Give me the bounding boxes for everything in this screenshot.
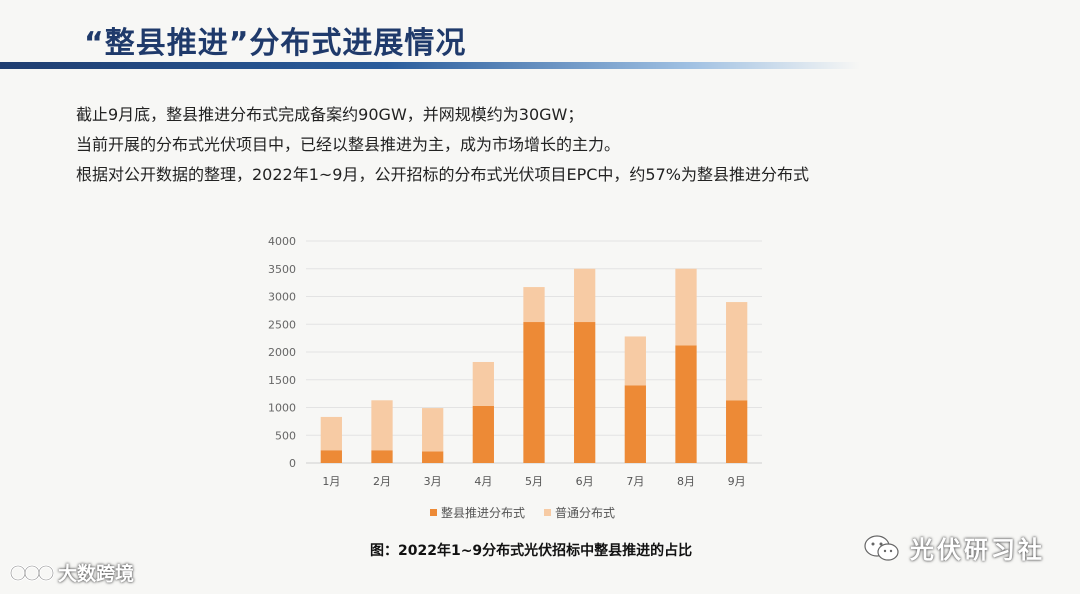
bar-general-segment [422,408,444,452]
x-tick-label: 6月 [576,475,594,488]
bullet-line: 根据对公开数据的整理，2022年1~9月，公开招标的分布式光伏项目EPC中，约5… [76,165,809,184]
y-tick-label: 2000 [268,346,296,359]
x-tick-label: 5月 [525,475,543,488]
chart-caption: 图：2022年1~9分布式光伏招标中整县推进的占比 [370,543,693,559]
watermark-left-text: 大数跨境 [58,563,135,585]
wechat-icon [864,534,899,561]
bar-county-segment [675,345,697,463]
bar-county-segment [371,450,393,463]
bar-county-segment [726,400,748,463]
bar-county-segment [574,322,596,463]
legend: 整县推进分布式 普通分布式 [430,505,615,520]
bar-general-segment [574,268,596,323]
x-tick-label: 1月 [322,475,340,488]
legend-label-county: 整县推进分布式 [441,505,525,520]
bar-county-segment [422,451,444,463]
bar-county-segment [320,450,342,463]
bar-general-segment [624,336,646,386]
bars [320,268,748,463]
y-tick-label: 500 [275,429,296,442]
legend-label-general: 普通分布式 [555,506,615,520]
x-axis-ticks: 1月 2月 3月 4月 5月 6月 7月 8月 9月 [322,475,745,488]
legend-swatch-county [430,509,437,516]
y-tick-label: 3000 [268,291,296,304]
bar-county-segment [624,385,646,463]
bar-general-segment [371,400,393,451]
y-axis-ticks: 0 500 1000 1500 2000 2500 3000 3500 4000 [268,235,296,470]
bullet-line: 截止9月底，整县推进分布式完成备案约90GW，并网规模约为30GW； [76,105,584,124]
bar-general-segment [726,302,748,401]
bar-general-segment [320,416,342,451]
x-tick-label: 8月 [677,475,695,488]
x-tick-label: 2月 [373,475,391,488]
watermark-left: 大数跨境 [8,559,134,586]
watermark-right: 光伏研习社 [862,530,1045,565]
y-tick-label: 3500 [268,263,296,276]
bar-general-segment [472,361,494,406]
bar-county-segment [472,405,494,463]
y-tick-label: 0 [289,457,296,470]
body-text: 截止9月底，整县推进分布式完成备案约90GW，并网规模约为30GW； 当前开展的… [76,100,809,190]
bar-county-segment [523,322,545,463]
brand-logo-icon [9,564,54,581]
x-tick-label: 7月 [626,475,644,488]
bar-general-segment [523,287,545,323]
y-tick-label: 1500 [268,374,296,387]
bar-general-segment [675,268,697,346]
x-tick-label: 4月 [474,475,492,488]
y-tick-label: 2500 [268,318,296,331]
y-tick-label: 1000 [268,402,296,415]
x-tick-label: 9月 [728,475,746,488]
watermark-right-text: 光伏研习社 [910,536,1045,564]
title-underline [0,62,860,69]
x-tick-label: 3月 [424,475,442,488]
legend-swatch-general [544,509,551,516]
y-tick-label: 4000 [268,235,296,248]
bullet-line: 当前开展的分布式光伏项目中，已经以整县推进为主，成为市场增长的主力。 [76,135,621,154]
slide-title: “整县推进”分布式进展情况 [84,26,467,61]
